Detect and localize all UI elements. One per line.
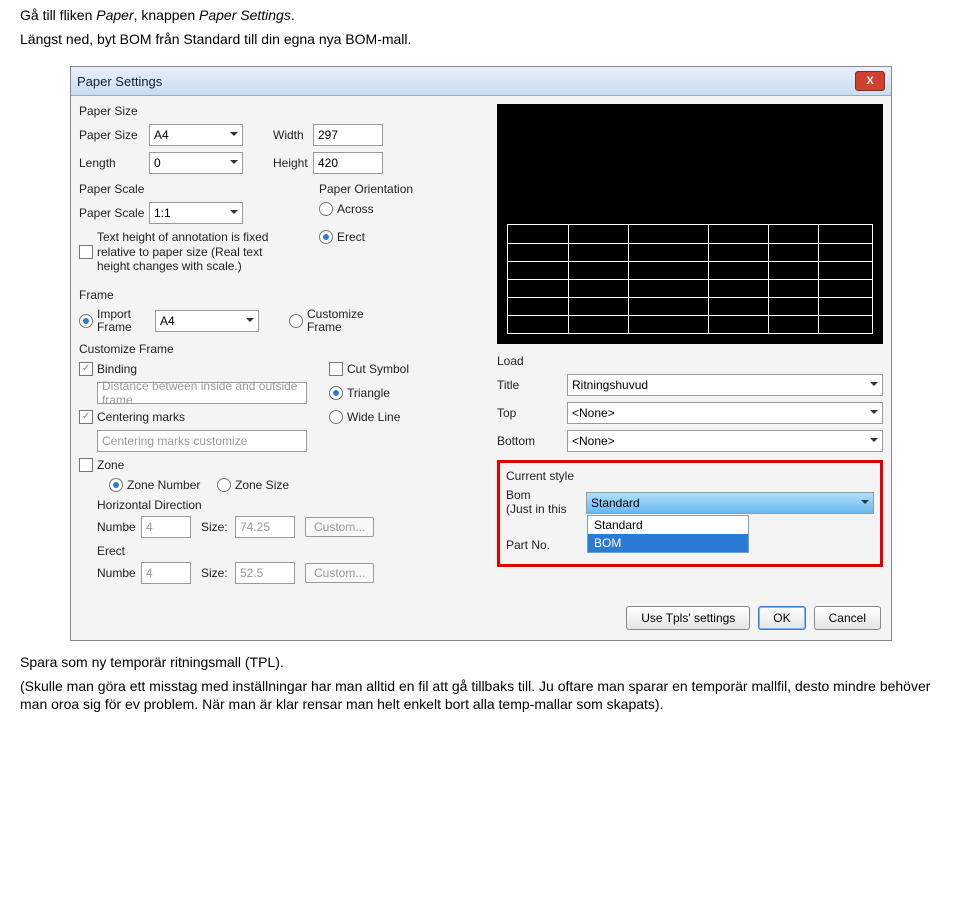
- load-heading: Load: [497, 354, 883, 368]
- scale-heading: Paper Scale: [79, 182, 299, 196]
- frame-heading: Frame: [79, 288, 489, 302]
- num-label-2: Numbe: [97, 566, 141, 580]
- intro-line-1: Gå till fliken Paper, knappen Paper Sett…: [20, 6, 940, 24]
- size-label-1: Size:: [201, 520, 235, 534]
- scale-note: Text height of annotation is fixed relat…: [97, 230, 277, 273]
- bom-combo[interactable]: Standard Standard BOM: [586, 492, 874, 514]
- dialog-title: Paper Settings: [77, 74, 162, 89]
- bom-note: (Just in this: [506, 502, 567, 516]
- size-label-2: Size:: [201, 566, 235, 580]
- triangle-radio: [329, 386, 343, 400]
- zonesize-radio: [217, 478, 231, 492]
- size-input-2: 52.5: [235, 562, 295, 584]
- size-input-1: 74.25: [235, 516, 295, 538]
- paper-size-combo[interactable]: A4: [149, 124, 243, 146]
- outro-2: (Skulle man göra ett misstag med inställ…: [20, 677, 940, 713]
- outro-1: Spara som ny temporär ritningsmall (TPL)…: [20, 653, 940, 671]
- cut-label: Cut Symbol: [347, 362, 409, 376]
- current-style-highlight: Current style Bom(Just in this Standard …: [497, 460, 883, 566]
- horiz-label: Horizontal Direction: [97, 498, 489, 512]
- import-frame-radio[interactable]: [79, 314, 93, 328]
- width-label: Width: [273, 128, 313, 142]
- import-frame-combo[interactable]: A4: [155, 310, 259, 332]
- length-combo[interactable]: 0: [149, 152, 243, 174]
- zone-check: [79, 458, 93, 472]
- frame-group: Frame Import Frame A4 Customize Frame: [79, 288, 489, 334]
- height-label: Height: [273, 156, 313, 170]
- wideline-label: Wide Line: [347, 410, 400, 424]
- zonenum-label: Zone Number: [127, 478, 217, 492]
- num-label-1: Numbe: [97, 520, 141, 534]
- titlebar[interactable]: Paper Settings X: [71, 67, 891, 96]
- orient-heading: Paper Orientation: [319, 182, 413, 196]
- bom-option-standard[interactable]: Standard: [588, 516, 748, 534]
- triangle-label: Triangle: [347, 386, 390, 400]
- binding-label: Binding: [97, 362, 137, 376]
- zonenum-radio: [109, 478, 123, 492]
- distance-input: Distance between inside and outside fram…: [97, 382, 307, 404]
- width-input[interactable]: 297: [313, 124, 383, 146]
- paper-size-heading: Paper Size: [79, 104, 489, 118]
- customize-frame-radio[interactable]: [289, 314, 303, 328]
- scale-label: Paper Scale: [79, 206, 149, 220]
- intro-line-2: Längst ned, byt BOM från Standard till d…: [20, 30, 940, 48]
- title-label: Title: [497, 378, 567, 392]
- cancel-button[interactable]: Cancel: [814, 606, 881, 630]
- partno-label: Part No.: [506, 538, 586, 552]
- current-heading: Current style: [506, 469, 874, 483]
- custom-button-2: Custom...: [305, 563, 374, 583]
- close-icon[interactable]: X: [855, 71, 885, 91]
- load-group: Load TitleRitningshuvud Top<None> Bottom…: [497, 354, 883, 452]
- paper-scale-group: Paper Scale Paper Scale 1:1 Text height …: [79, 182, 299, 279]
- ok-button[interactable]: OK: [758, 606, 805, 630]
- dialog-footer: Use Tpls' settings OK Cancel: [71, 600, 891, 640]
- bom-dropdown-list[interactable]: Standard BOM: [587, 515, 749, 553]
- erect-label: Erect: [337, 230, 365, 244]
- use-tpls-button[interactable]: Use Tpls' settings: [626, 606, 750, 630]
- custom-button-1: Custom...: [305, 517, 374, 537]
- length-label: Length: [79, 156, 149, 170]
- customize-frame-group: Customize Frame ✓ Binding Distance betwee…: [79, 342, 489, 584]
- zone-label: Zone: [97, 458, 124, 472]
- num-input-2: 4: [141, 562, 191, 584]
- erect-section-label: Erect: [97, 544, 489, 558]
- scale-combo[interactable]: 1:1: [149, 202, 243, 224]
- zonesize-label: Zone Size: [235, 478, 289, 492]
- scale-note-check[interactable]: [79, 245, 93, 259]
- centering-label: Centering marks: [97, 410, 185, 424]
- num-input-1: 4: [141, 516, 191, 538]
- height-input[interactable]: 420: [313, 152, 383, 174]
- bottom-label: Bottom: [497, 434, 567, 448]
- title-combo[interactable]: Ritningshuvud: [567, 374, 883, 396]
- centering-custom-input: Centering marks customize: [97, 430, 307, 452]
- custframe-heading: Customize Frame: [79, 342, 489, 356]
- bottom-combo[interactable]: <None>: [567, 430, 883, 452]
- preview-pane: [497, 104, 883, 344]
- cut-check: [329, 362, 343, 376]
- customize-frame-label: Customize Frame: [307, 308, 377, 334]
- bom-option-bom[interactable]: BOM: [588, 534, 748, 552]
- paper-size-group: Paper Size Paper Size A4 Width 297 Lengt…: [79, 104, 489, 174]
- orientation-group: Paper Orientation Across Erect: [319, 182, 413, 279]
- across-radio[interactable]: [319, 202, 333, 216]
- centering-check: ✓: [79, 410, 93, 424]
- top-label: Top: [497, 406, 567, 420]
- wideline-radio: [329, 410, 343, 424]
- top-combo[interactable]: <None>: [567, 402, 883, 424]
- paper-size-label: Paper Size: [79, 128, 149, 142]
- erect-radio[interactable]: [319, 230, 333, 244]
- paper-settings-dialog: Paper Settings X Paper Size Paper Size A…: [70, 66, 892, 641]
- titleblock-preview: [507, 224, 873, 334]
- binding-check: ✓: [79, 362, 93, 376]
- bom-label: Bom: [506, 488, 531, 502]
- across-label: Across: [337, 202, 374, 216]
- import-frame-label: Import Frame: [97, 308, 147, 334]
